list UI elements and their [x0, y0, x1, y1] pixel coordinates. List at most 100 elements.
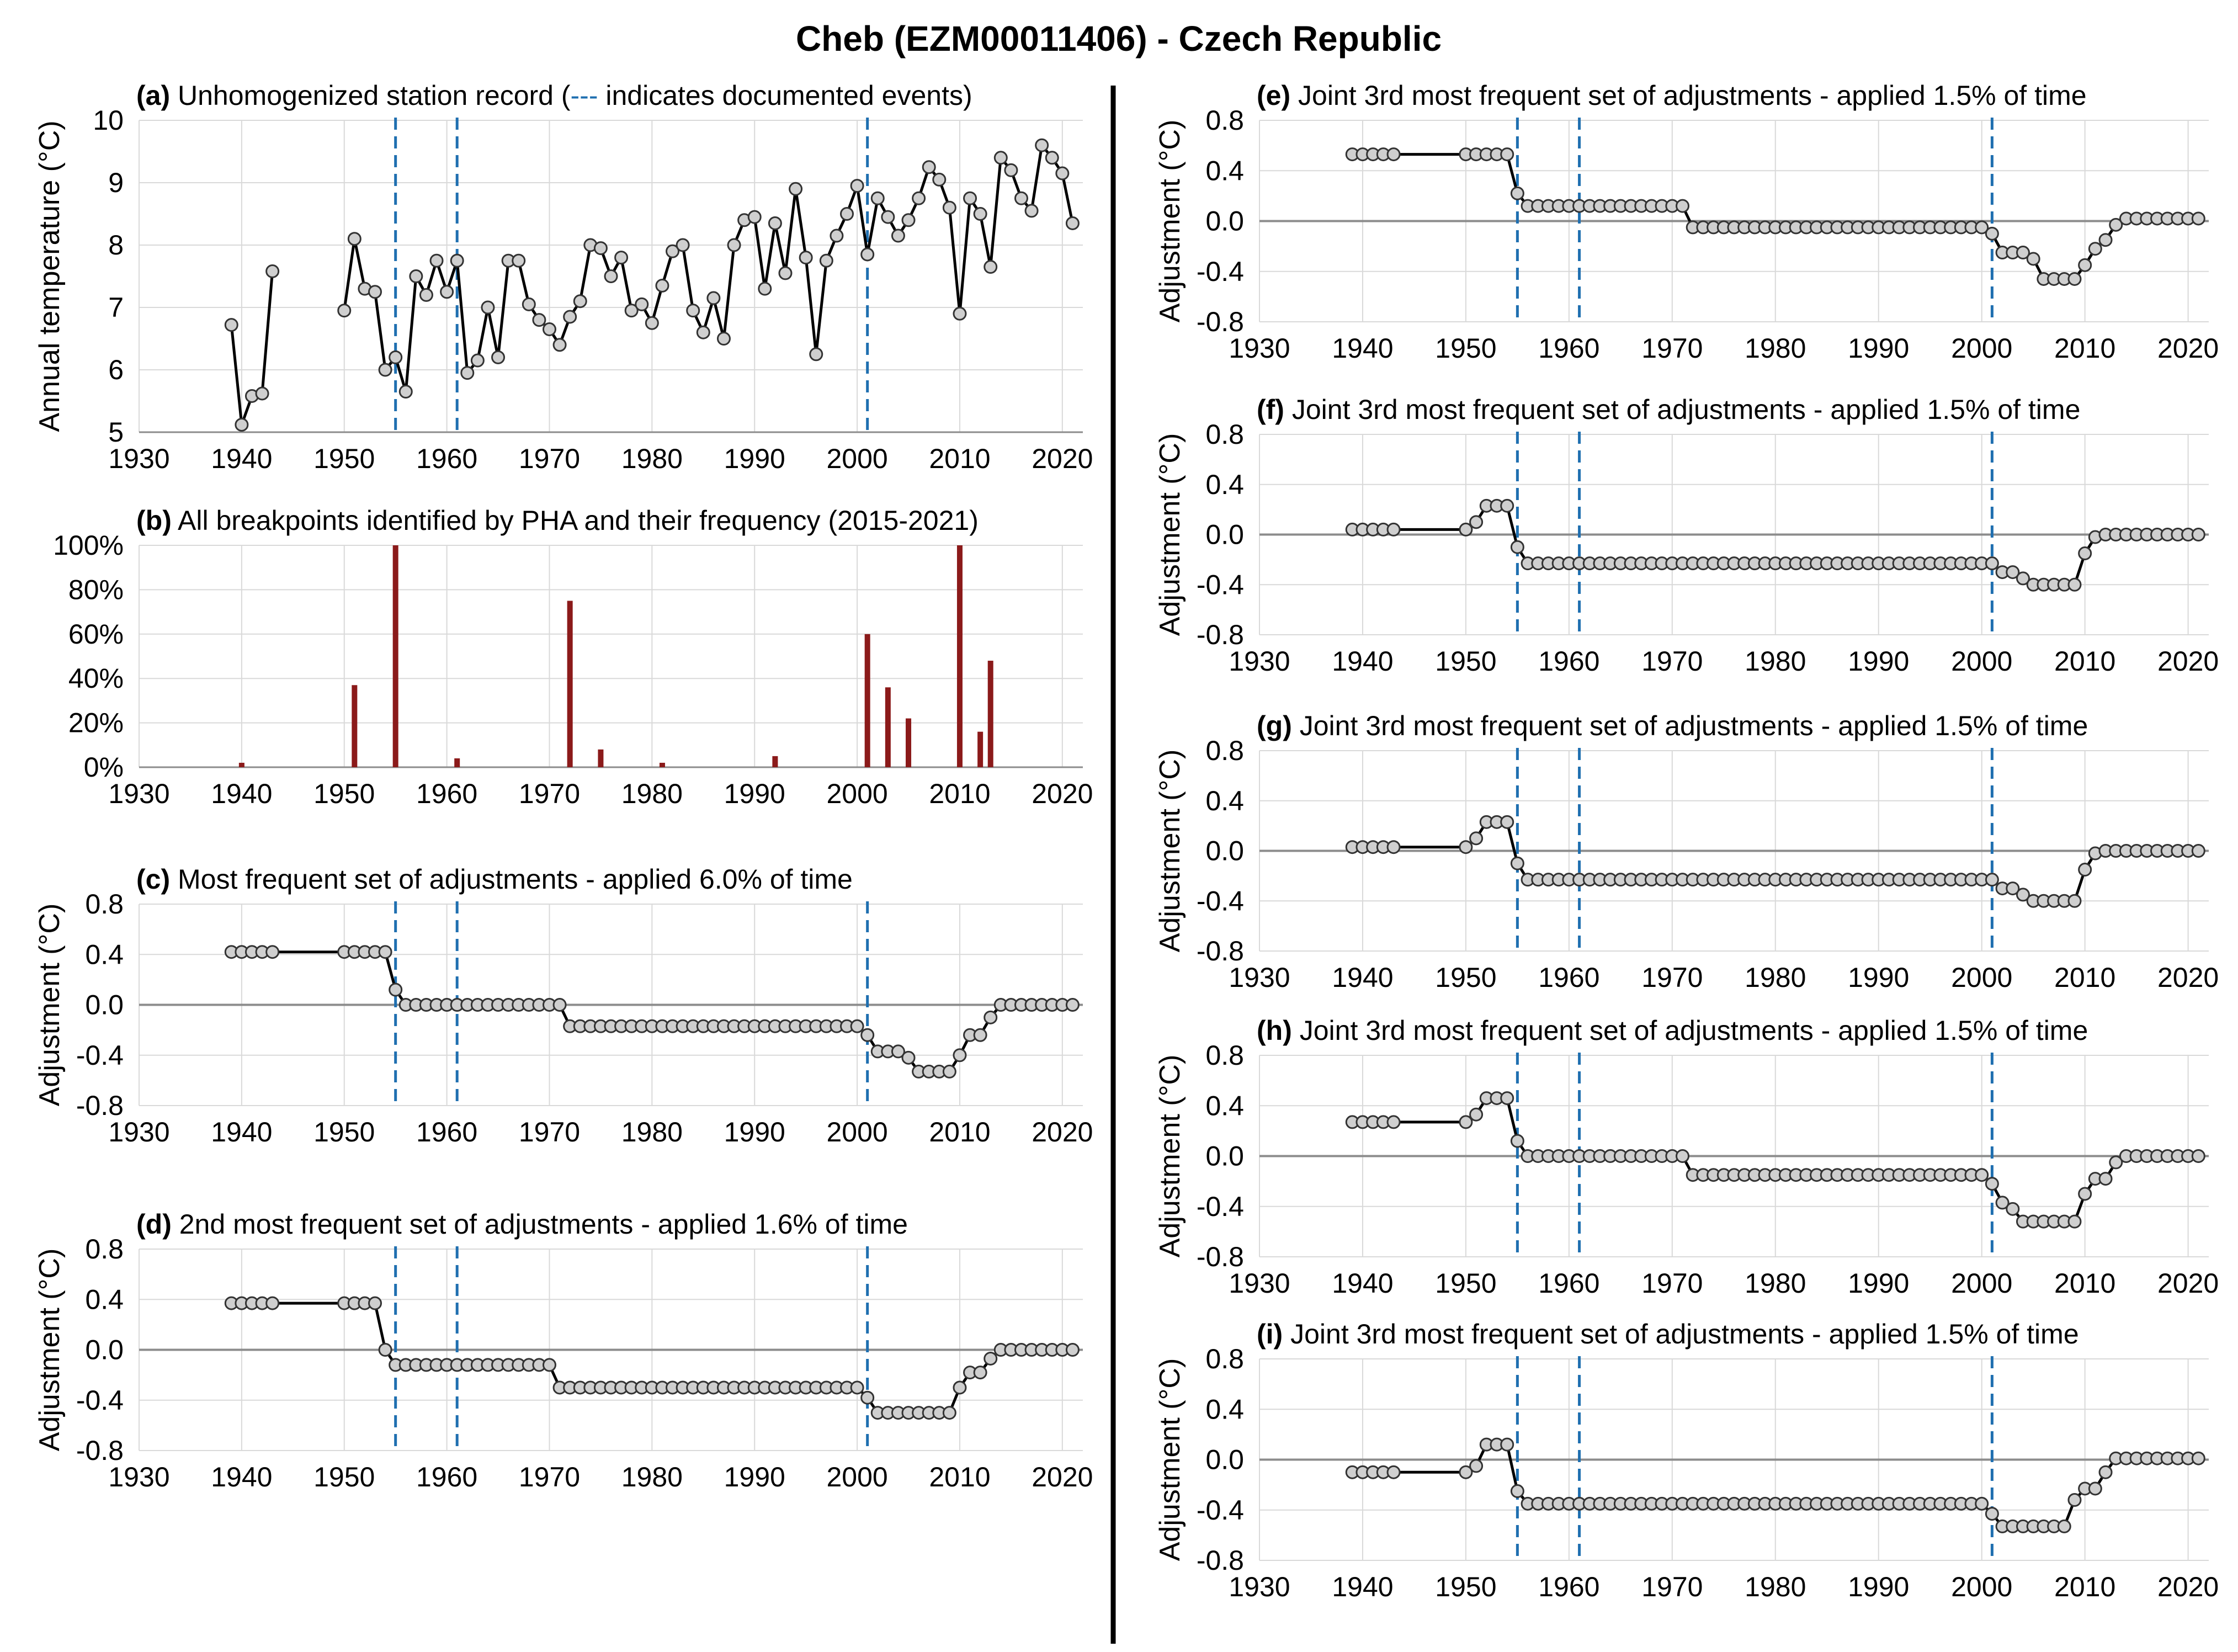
x-tick-label: 1980	[621, 1117, 683, 1148]
data-point	[2088, 1481, 2102, 1496]
panel-title: (b) All breakpoints identified by PHA an…	[136, 505, 979, 536]
panel-h: 1930 1940 1950 1960 1970 1980 1990 2000 2010 2020…	[1154, 1015, 2219, 1299]
x-tick-label: 2020	[2157, 333, 2219, 364]
y-tick-label: -0.4	[1197, 885, 1244, 916]
panel-label: (e)	[1257, 80, 1290, 111]
y-tick-label: 0.4	[1205, 1090, 1244, 1121]
bar	[567, 601, 573, 767]
data-point	[347, 232, 362, 246]
panel-title: (i) Joint 3rd most frequent set of adjus…	[1257, 1319, 2079, 1350]
data-point	[522, 297, 536, 311]
bar	[772, 756, 778, 767]
y-tick-label: 10	[93, 105, 124, 136]
y-tick-label: -0.8	[1197, 306, 1244, 337]
panel-title-text: Joint 3rd most frequent set of adjustmen…	[1298, 80, 2087, 111]
y-tick-label: 20%	[68, 708, 124, 739]
x-tick-label: 1970	[1641, 1571, 1703, 1602]
bar	[885, 687, 891, 767]
data-point	[891, 229, 905, 243]
x-tick-label: 1950	[313, 1462, 375, 1492]
data-point	[2057, 1519, 2071, 1533]
data-point	[1500, 147, 1514, 162]
data-point	[809, 347, 823, 362]
data-point	[922, 160, 936, 174]
data-point	[255, 386, 269, 401]
data-point	[2078, 1187, 2092, 1201]
x-tick-label: 1990	[724, 778, 785, 809]
y-tick-label: 60%	[68, 619, 124, 650]
y-tick-label: 0.4	[1205, 1394, 1244, 1425]
y-tick-label: 0.0	[85, 990, 124, 1021]
panel-title: (a) Unhomogenized station record (--- in…	[136, 80, 972, 111]
data-point	[1065, 1343, 1080, 1357]
data-point	[942, 200, 956, 215]
data-point	[1386, 1465, 1401, 1479]
data-point	[2006, 881, 2020, 896]
data-point	[1469, 1107, 1484, 1122]
x-tick-label: 1950	[1435, 646, 1496, 677]
data-point	[2067, 272, 2082, 286]
data-point	[1459, 1115, 1473, 1129]
x-tick-label: 1930	[108, 443, 169, 474]
x-tick-label: 2010	[929, 1117, 990, 1148]
data-point	[1676, 199, 1690, 213]
bar	[864, 634, 870, 767]
data-point	[747, 210, 762, 224]
y-tick-label: -0.8	[76, 1090, 124, 1121]
x-tick-label: 1960	[1538, 962, 1599, 993]
panel-e: 1930 1940 1950 1960 1970 1980 1990 2000 2010 2020…	[1154, 80, 2219, 364]
x-tick-label: 2020	[1032, 443, 1093, 474]
data-point	[2067, 1493, 2082, 1507]
figure-title: Cheb (EZM00011406) - Czech Republic	[796, 19, 1442, 59]
data-point	[891, 1044, 905, 1059]
data-point	[1469, 1459, 1484, 1473]
panel-title-space	[1292, 710, 1300, 741]
x-tick-label: 1950	[313, 1117, 375, 1148]
data-point	[727, 238, 741, 252]
x-tick-label: 1970	[519, 1462, 580, 1492]
x-tick-label: 1990	[1848, 1571, 1909, 1602]
x-tick-label: 1940	[1332, 1571, 1393, 1602]
panel-title-text: Joint 3rd most frequent set of adjustmen…	[1300, 1015, 2088, 1046]
data-point	[901, 213, 916, 227]
x-tick-label: 2010	[2054, 333, 2115, 364]
x-tick-label: 2000	[1951, 1268, 2012, 1299]
panel-title-text: Unhomogenized station record (	[178, 80, 571, 111]
x-tick-label: 1960	[1538, 1571, 1599, 1602]
data-point	[2109, 217, 2123, 232]
data-point	[440, 285, 454, 299]
panel-title-space	[172, 1209, 179, 1240]
y-tick-label: 0%	[84, 752, 124, 783]
x-tick-label: 1940	[1332, 333, 1393, 364]
x-tick-label: 2010	[2054, 1268, 2115, 1299]
panel-b: 1930 1940 1950 1960 1970 1980 1990 2000 2010 2020…	[53, 505, 1093, 809]
data-point	[573, 294, 587, 309]
data-point	[973, 207, 987, 221]
y-tick-label: 0.8	[85, 889, 124, 920]
data-point	[676, 238, 690, 252]
bar	[977, 731, 984, 767]
y-tick-label: -0.4	[1197, 1191, 1244, 1222]
panel-title-text: 2nd most frequent set of adjustments - a…	[179, 1209, 908, 1240]
data-point	[1510, 1484, 1524, 1499]
panel-title: (f) Joint 3rd most frequent set of adjus…	[1257, 394, 2080, 425]
data-point	[552, 338, 567, 352]
data-point	[1510, 186, 1524, 200]
data-point	[481, 300, 495, 315]
x-tick-label: 2020	[1032, 1117, 1093, 1148]
x-tick-label: 2010	[929, 443, 990, 474]
panel-title-space	[170, 80, 178, 111]
data-point	[2006, 565, 2020, 580]
data-point	[953, 1380, 967, 1395]
bar	[598, 749, 604, 767]
x-tick-label: 1930	[1229, 1571, 1290, 1602]
y-tick-label: 9	[108, 167, 124, 198]
data-point	[2016, 571, 2030, 586]
data-point	[409, 269, 423, 283]
x-tick-label: 1970	[519, 443, 580, 474]
x-tick-label: 2000	[826, 443, 887, 474]
y-tick-label: 0.0	[1205, 1141, 1244, 1172]
bar	[956, 545, 963, 767]
data-point	[1985, 1177, 1999, 1191]
x-tick-label: 1930	[108, 778, 169, 809]
